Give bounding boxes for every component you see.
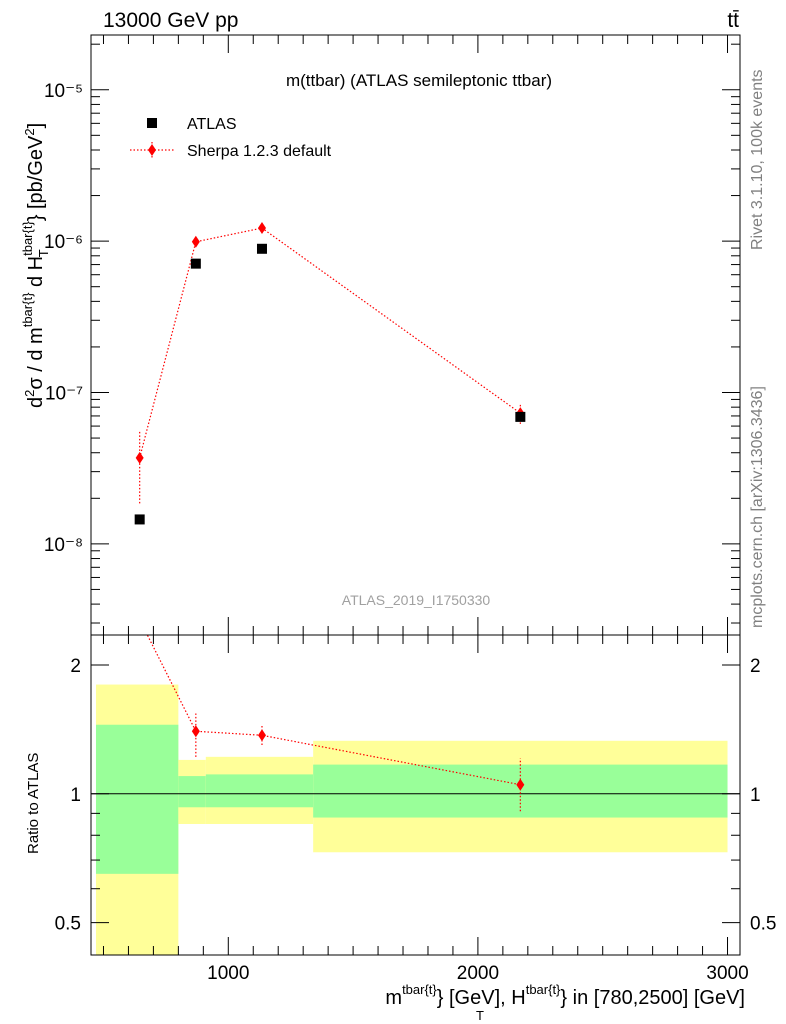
ratio-x-axis: 1000 2000 3000 [102,635,749,984]
ratio-y-label: Ratio to ATLAS [25,753,42,854]
ratio-panel: 0.5 0.5 1 1 2 2 1000 2000 3000 Ratio to ATLAS [25,634,777,984]
ratio-band-green [178,776,206,808]
atlas-point [134,514,145,525]
x-tick-label: 3000 [706,963,748,984]
main-x-axis [102,35,729,635]
rivet-label: Rivet 3.1.10, 100k events [749,69,766,250]
ratio-frame [90,634,741,956]
atlas-point [256,243,267,254]
main-y-tick-label: 10⁻⁶ [44,232,83,253]
ratio-sherpa-line [146,635,521,786]
legend-sherpa-label: Sherpa 1.2.3 default [187,143,332,160]
main-panel: m(ttbar) (ATLAS semileptonic ttbar) ATLA… [20,34,741,636]
sherpa-point [135,451,144,464]
main-y-tick-label: 10⁻⁸ [44,535,83,556]
ratio-y-axis: 0.5 0.5 1 1 2 2 [55,656,777,935]
plot-title: m(ttbar) (ATLAS semileptonic ttbar) [286,71,552,90]
energy-label: 13000 GeV pp [103,9,238,32]
main-series [134,222,526,525]
process-label: tt̄ [727,9,739,32]
ratio-sherpa-point [257,729,266,742]
main-y-tick-label: 10⁻⁵ [44,81,83,102]
ratio-band-green [95,724,179,874]
ratio-series [146,635,525,812]
legend-atlas-label: ATLAS [187,116,237,133]
svg-text:T: T [476,1008,484,1023]
svg-text:d2σ / d mtbar{t} d Htbar{t}T}: d2σ / d mtbar{t} d Htbar{t}T} [pb/GeV2] [20,123,51,408]
ratio-bands [95,684,728,955]
x-axis-label: mtbar{t}} [GeV], Htbar{t}} in [780,2500]… [385,982,745,1023]
svg-text:mtbar{t}} [GeV], Htbar{t}} in: mtbar{t}} [GeV], Htbar{t}} in [780,2500]… [385,982,745,1009]
main-y-tick-label: 10⁻⁷ [45,383,83,404]
atlas-point [190,258,201,269]
ratio-y-tick-label: 1 [70,785,81,806]
ratio-y-tick-label: 2 [70,656,81,677]
ratio-band-green [205,774,314,808]
legend-atlas-marker [147,118,157,128]
source-label: mcplots.cern.ch [arXiv:1306.3436] [749,386,766,628]
legend: ATLAS Sherpa 1.2.3 default [130,116,332,160]
legend-sherpa-marker [148,144,156,156]
main-y-label: d2σ / d mtbar{t} d Htbar{t}T} [pb/GeV2] [20,123,51,408]
main-y-axis: 10⁻⁸ 10⁻⁷ 10⁻⁶ 10⁻⁵ [44,43,740,624]
ratio-sherpa-point [191,725,200,738]
ratio-y-tick-label-right: 1 [750,785,761,806]
x-tick-label: 1000 [207,963,249,984]
ratio-y-tick-label-right: 2 [750,656,761,677]
x-tick-label: 2000 [457,963,499,984]
ratio-band-green [313,764,728,818]
ratio-sherpa-point [516,778,525,791]
analysis-watermark: ATLAS_2019_I1750330 [342,592,491,608]
sherpa-point [191,235,200,248]
atlas-point [515,411,526,422]
sherpa-point [257,222,266,235]
ratio-y-tick-label-right: 0.5 [750,914,776,935]
ratio-y-tick-label: 0.5 [55,914,81,935]
